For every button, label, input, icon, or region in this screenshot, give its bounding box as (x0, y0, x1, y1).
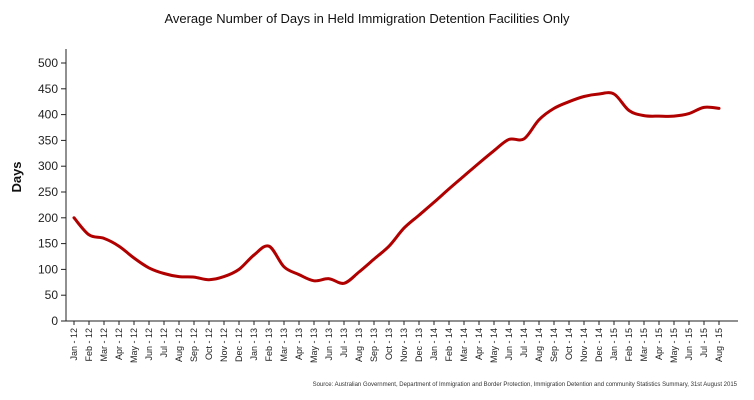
x-tick-label: Nov - 13 (399, 328, 409, 362)
chart-title: Average Number of Days in Held Immigrati… (164, 11, 570, 26)
x-tick-label: Apr - 15 (654, 328, 664, 360)
x-tick-label: Dec - 13 (414, 328, 424, 362)
x-tick-label: Aug - 12 (174, 328, 184, 362)
x-tick-label: Mar - 15 (639, 328, 649, 362)
data-points (73, 93, 720, 284)
y-axis-label: Days (9, 161, 24, 192)
x-tick-label: Oct - 12 (204, 328, 214, 360)
x-tick-label: Dec - 12 (234, 328, 244, 362)
x-tick-label: Nov - 14 (579, 328, 589, 362)
x-tick-label: Mar - 14 (459, 328, 469, 362)
x-tick-label: Aug - 13 (354, 328, 364, 362)
y-axis-ticks: 0 50 100 150 200 250 300 350 400 450 500 (38, 56, 66, 328)
y-tick-label: 250 (38, 185, 58, 199)
x-tick-label: Jun - 12 (144, 328, 154, 361)
x-tick-label: Mar - 13 (279, 328, 289, 362)
source-note: Source: Australian Government, Departmen… (313, 382, 738, 388)
y-tick-label: 100 (38, 262, 58, 276)
x-tick-label: May - 12 (129, 328, 139, 363)
y-tick-label: 150 (38, 237, 58, 251)
x-tick-label: May - 13 (309, 328, 319, 363)
y-tick-label: 300 (38, 159, 58, 173)
x-tick-label: Feb - 14 (444, 328, 454, 362)
x-tick-label: Jan - 15 (609, 328, 619, 361)
x-tick-label: Aug - 14 (534, 328, 544, 362)
y-tick-label: 50 (45, 288, 59, 302)
x-tick-label: Apr - 12 (114, 328, 124, 360)
series-line (72, 91, 721, 285)
x-tick-label: Sep - 12 (189, 328, 199, 362)
y-tick-label: 0 (51, 314, 58, 328)
x-tick-label: Sep - 14 (549, 328, 559, 362)
x-tick-label: Jul - 13 (339, 328, 349, 358)
x-tick-label: May - 15 (669, 328, 679, 363)
x-tick-label: Feb - 15 (624, 328, 634, 362)
x-tick-label: Jan - 12 (69, 328, 79, 361)
y-tick-label: 200 (38, 211, 58, 225)
x-tick-label: Jan - 13 (249, 328, 259, 361)
x-tick-label: Jun - 14 (504, 328, 514, 361)
x-tick-label: Jul - 14 (519, 328, 529, 358)
x-tick-label: Nov - 12 (219, 328, 229, 362)
x-tick-label: Apr - 14 (474, 328, 484, 360)
x-tick-label: Jun - 15 (684, 328, 694, 361)
x-tick-label: Jun - 13 (324, 328, 334, 361)
x-tick-label: Dec - 14 (594, 328, 604, 362)
x-tick-label: Aug - 15 (714, 328, 724, 362)
x-tick-label: Jan - 14 (429, 328, 439, 361)
y-tick-label: 400 (38, 108, 58, 122)
x-tick-label: Feb - 12 (84, 328, 94, 362)
x-tick-label: Jul - 12 (159, 328, 169, 358)
x-tick-label: Apr - 13 (294, 328, 304, 360)
y-tick-label: 350 (38, 133, 58, 147)
y-tick-label: 500 (38, 56, 58, 70)
x-tick-label: Mar - 12 (99, 328, 109, 362)
x-tick-label: May - 14 (489, 328, 499, 363)
x-tick-label: Oct - 14 (564, 328, 574, 360)
y-tick-label: 450 (38, 82, 58, 96)
x-tick-label: Feb - 13 (264, 328, 274, 362)
x-tick-label: Jul - 15 (699, 328, 709, 358)
x-axis-ticks: Jan - 12 Feb - 12 Mar - 12 Apr - 12 May - 12… (69, 321, 724, 363)
x-tick-label: Sep - 13 (369, 328, 379, 362)
x-tick-label: Oct - 13 (384, 328, 394, 360)
